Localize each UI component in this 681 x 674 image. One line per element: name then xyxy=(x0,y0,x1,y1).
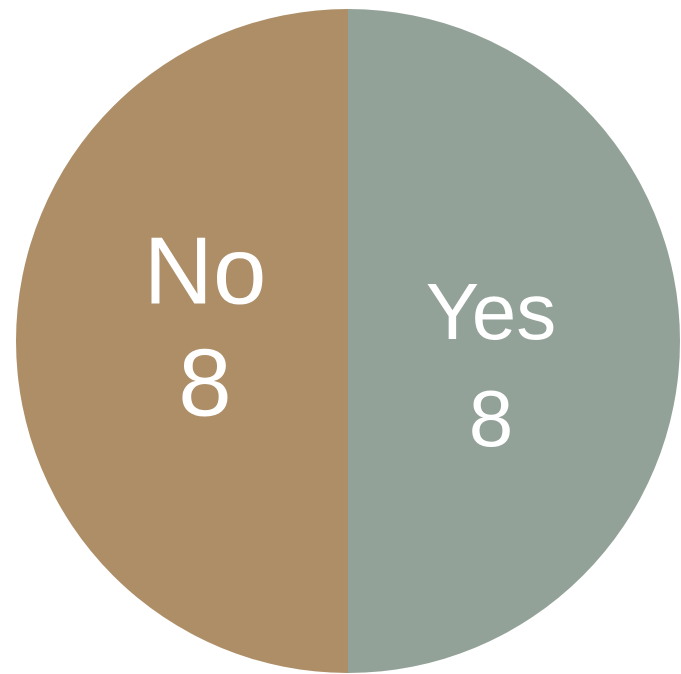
slice-value: 8 xyxy=(469,374,514,463)
pie-slice xyxy=(16,9,348,673)
slice-label: Yes xyxy=(426,267,557,356)
pie-slice xyxy=(348,9,680,673)
slice-label: No xyxy=(144,217,267,324)
slice-value: 8 xyxy=(178,329,231,436)
